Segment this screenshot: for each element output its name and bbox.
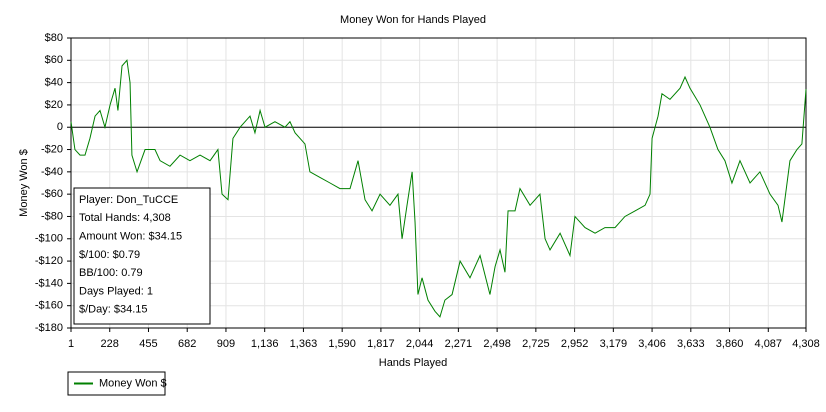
x-tick-label: 228 [101, 338, 119, 350]
y-tick-label: $40 [45, 77, 63, 89]
info-text: $/100: $0.79 [79, 249, 140, 261]
x-tick-label: 1,590 [328, 338, 356, 350]
chart-title: Money Won for Hands Played [340, 14, 486, 26]
x-tick-label: 455 [139, 338, 157, 350]
info-text: $/Day: $34.15 [79, 304, 148, 316]
y-tick-label: -$180 [35, 322, 63, 334]
info-text: Total Hands: 4,308 [79, 212, 171, 224]
info-text: Days Played: 1 [79, 285, 153, 297]
info-box [73, 187, 211, 325]
info-text: Player: Don_TuCCE [79, 194, 178, 206]
x-tick-label: 1,817 [367, 338, 395, 350]
x-tick-label: 2,498 [483, 338, 511, 350]
y-tick-label: -$20 [41, 143, 63, 155]
y-tick-label: -$140 [35, 277, 63, 289]
x-tick-label: 3,179 [600, 338, 628, 350]
x-axis-label: Hands Played [379, 357, 448, 369]
y-tick-label: $60 [45, 54, 63, 66]
x-tick-label: 3,406 [638, 338, 666, 350]
x-tick-label: 3,860 [716, 338, 744, 350]
x-tick-label: 4,087 [755, 338, 783, 350]
info-text: BB/100: 0.79 [79, 267, 143, 279]
x-tick-label: 3,633 [677, 338, 705, 350]
x-tick-label: 1,363 [290, 338, 318, 350]
y-tick-label: -$100 [35, 233, 63, 245]
x-tick-label: 2,952 [561, 338, 589, 350]
x-tick-label: 2,271 [445, 338, 473, 350]
y-tick-label: 0 [57, 121, 63, 133]
y-axis-label: Money Won $ [18, 149, 30, 217]
legend-box [67, 371, 166, 396]
y-tick-label: -$80 [41, 210, 63, 222]
x-tick-label: 682 [178, 338, 196, 350]
y-tick-label: -$60 [41, 188, 63, 200]
x-tick-label: 1,136 [251, 338, 279, 350]
x-tick-label: 2,725 [522, 338, 550, 350]
x-tick-label: 909 [217, 338, 235, 350]
y-tick-label: -$120 [35, 255, 63, 267]
data-line [70, 59, 807, 318]
y-tick-label: $20 [45, 99, 63, 111]
y-tick-label: -$160 [35, 300, 63, 312]
legend-label: Money Won $ [99, 377, 167, 389]
x-tick-label: 1 [68, 338, 74, 350]
plot-frame [70, 37, 807, 329]
info-text: Amount Won: $34.15 [79, 231, 182, 243]
x-tick-label: 2,044 [406, 338, 434, 350]
y-tick-label: -$40 [41, 166, 63, 178]
x-tick-label: 4,308 [792, 338, 820, 350]
y-tick-label: $80 [45, 32, 63, 44]
